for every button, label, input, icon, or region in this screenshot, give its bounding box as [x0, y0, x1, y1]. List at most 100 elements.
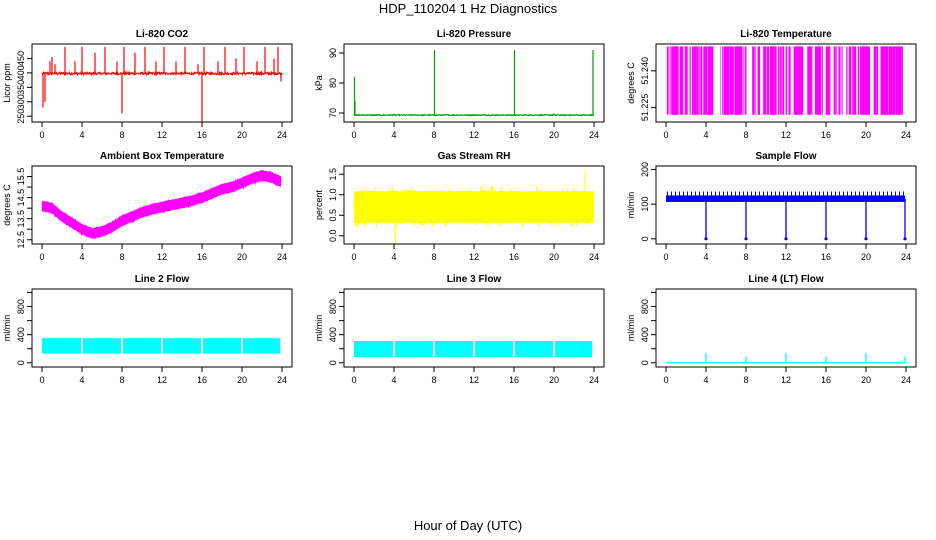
x-tick-label: 20 [861, 375, 871, 385]
series-bar [848, 46, 852, 115]
x-tick-label: 12 [157, 375, 167, 385]
data-series [354, 341, 592, 358]
x-tick-label: 12 [157, 252, 167, 262]
x-tick-label: 20 [861, 130, 871, 140]
series-bar [701, 46, 702, 115]
y-tick-label: 51.240 [640, 57, 650, 85]
series-band [123, 338, 161, 354]
panel-title: Line 3 Flow [447, 274, 502, 285]
x-tick-label: 20 [861, 252, 871, 262]
series-bar [835, 46, 837, 115]
y-tick-label: 0 [328, 360, 338, 365]
y-tick-label: 400 [16, 327, 26, 342]
series-bar [737, 46, 740, 115]
y-tick-label: 800 [640, 299, 650, 314]
series-band [515, 341, 553, 358]
series-bar [689, 46, 691, 115]
series-line [41, 169, 282, 240]
series-bar [692, 46, 694, 115]
y-tick-label: 400 [328, 327, 338, 342]
x-tick-label: 4 [391, 130, 396, 140]
x-tick-label: 20 [549, 375, 559, 385]
x-tick-label: 20 [237, 252, 247, 262]
series-line [353, 113, 595, 117]
series-bar [682, 46, 684, 115]
x-tick-label: 24 [277, 130, 287, 140]
plot-frame [31, 288, 293, 368]
series-bar [708, 46, 710, 115]
series-bar [781, 46, 783, 115]
panel-title: Ambient Box Temperature [100, 151, 225, 162]
y-tick-label: 350 [16, 80, 26, 95]
y-axis-label: ml/min [2, 315, 12, 342]
panel-title: Line 4 (LT) Flow [748, 274, 824, 285]
x-tick-label: 8 [743, 375, 748, 385]
data-series [41, 169, 282, 240]
series-bar [735, 46, 738, 115]
x-tick-label: 20 [237, 375, 247, 385]
series-bar [826, 46, 828, 115]
series-bar [811, 46, 813, 115]
series-band [243, 338, 280, 354]
series-bar [710, 46, 712, 115]
dropout-point [704, 237, 708, 241]
y-tick-label: 400 [16, 65, 26, 80]
y-tick-label: 0 [640, 360, 650, 365]
x-tick-label: 12 [469, 252, 479, 262]
series-bar [692, 46, 693, 115]
series-bar [852, 46, 854, 115]
series-line [41, 70, 283, 77]
series-bar [795, 46, 799, 115]
series-bar [788, 46, 791, 115]
series-bar [770, 46, 773, 115]
series-bar [846, 46, 848, 115]
data-series [353, 170, 595, 244]
series-bar [882, 46, 884, 115]
y-axis-label: ml/min [626, 192, 636, 219]
plot-frame [343, 43, 605, 123]
series-bar [814, 46, 818, 115]
series-bar [696, 46, 699, 115]
data-series [41, 46, 283, 122]
x-tick-label: 16 [821, 130, 831, 140]
x-tick-label: 20 [549, 252, 559, 262]
panel-6: Sample Flow 0 4 8 12 16 20 24 0 100 200 ml/min [626, 151, 917, 262]
panel-title: Sample Flow [755, 151, 816, 162]
series-band [555, 341, 592, 358]
x-tick-label: 0 [351, 375, 356, 385]
series-bar [674, 46, 677, 115]
series-bar [684, 46, 688, 115]
series-bar [764, 46, 767, 115]
y-axis-label: degrees C [626, 62, 636, 104]
series-bar [821, 46, 823, 115]
series-band [475, 341, 513, 358]
x-tick-label: 4 [391, 375, 396, 385]
series-bar [758, 46, 761, 115]
series-bar [889, 46, 892, 115]
x-tick-label: 16 [197, 130, 207, 140]
data-series [666, 191, 907, 241]
panel-3: Li-820 Temperature 0 4 8 12 16 20 24 51.225 51.24… [626, 29, 917, 140]
series-bar [782, 46, 785, 115]
data-series [42, 338, 280, 354]
series-bar [722, 46, 724, 115]
y-tick-label: 300 [16, 94, 26, 109]
y-tick-label: 14.5 [16, 189, 26, 207]
series-bar [729, 46, 732, 115]
series-bar [885, 46, 888, 115]
x-tick-label: 0 [39, 375, 44, 385]
x-tick-label: 16 [509, 252, 519, 262]
x-tick-label: 24 [901, 375, 911, 385]
figure-title: HDP_110204 1 Hz Diagnostics [378, 1, 558, 16]
x-tick-label: 0 [663, 375, 668, 385]
y-tick-label: 800 [328, 299, 338, 314]
x-tick-label: 12 [781, 252, 791, 262]
x-tick-label: 24 [277, 252, 287, 262]
x-tick-label: 12 [781, 130, 791, 140]
series-bar [775, 46, 777, 115]
series-bar [709, 46, 711, 115]
series-bar [897, 46, 900, 115]
dropout-point [784, 237, 788, 241]
y-tick-label: 13.5 [16, 210, 26, 228]
x-tick-label: 8 [431, 130, 436, 140]
